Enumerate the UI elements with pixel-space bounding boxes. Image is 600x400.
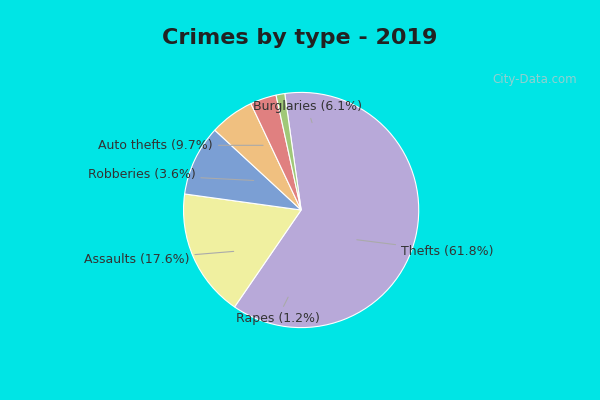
Wedge shape <box>215 104 301 210</box>
Text: Robberies (3.6%): Robberies (3.6%) <box>88 168 254 181</box>
Text: Assaults (17.6%): Assaults (17.6%) <box>84 251 233 266</box>
Wedge shape <box>276 94 301 210</box>
Wedge shape <box>184 194 301 307</box>
Text: Auto thefts (9.7%): Auto thefts (9.7%) <box>98 139 263 152</box>
Text: Burglaries (6.1%): Burglaries (6.1%) <box>253 100 362 123</box>
Text: Thefts (61.8%): Thefts (61.8%) <box>357 240 494 258</box>
Wedge shape <box>185 130 301 210</box>
Text: Rapes (1.2%): Rapes (1.2%) <box>236 297 320 325</box>
Wedge shape <box>251 95 301 210</box>
Wedge shape <box>235 92 419 328</box>
Text: City-Data.com: City-Data.com <box>492 74 577 86</box>
Text: Crimes by type - 2019: Crimes by type - 2019 <box>163 28 437 48</box>
